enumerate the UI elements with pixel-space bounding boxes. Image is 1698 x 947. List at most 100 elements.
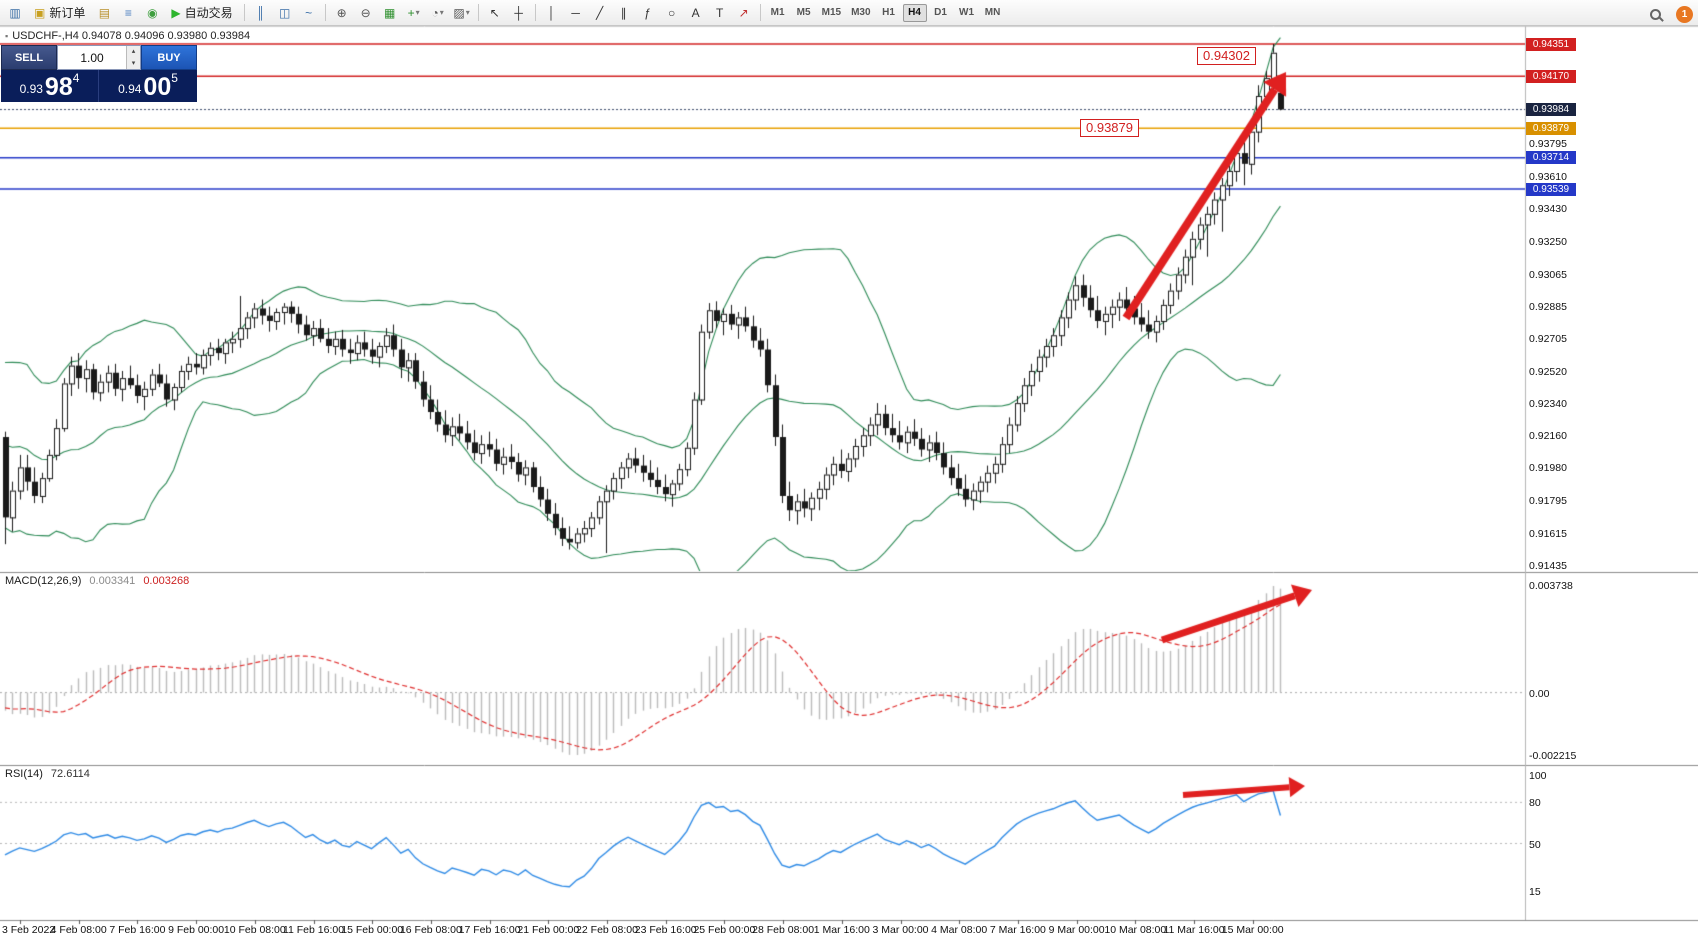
dropdown-caret-icon[interactable]: ▾ [439,8,444,17]
volume-up-icon[interactable]: ▴ [131,48,136,55]
line-chart-icon: ~ [305,5,313,20]
sell-price-big: 98 [44,73,73,101]
candlestick-chart-icon[interactable]: ◫ [274,3,296,23]
profiles-icon[interactable]: ▤ [93,3,115,23]
zoom-in-icon[interactable]: ⊕ [331,3,353,23]
sell-price[interactable]: 0.93 98 4 [1,70,99,102]
bar-chart-icon[interactable]: ║ [250,3,272,23]
timeframe-D1[interactable]: D1 [934,7,947,18]
rsi-axis-label: 15 [1529,886,1541,899]
time-axis-label: 10 Feb 08:00 [223,924,286,936]
dropdown-caret-icon[interactable]: ▾ [465,8,470,17]
buy-price-prefix: 0.94 [118,82,142,96]
cursor-icon: ↖ [489,5,500,20]
macd-axis-min: -0.002215 [1529,750,1577,762]
price-axis-label: 0.92160 [1529,430,1567,443]
price-line-label[interactable]: 0.93879 [1526,121,1576,135]
text-label-icon: T [715,5,724,20]
text-icon[interactable]: A [685,3,707,23]
rsi-axis-label: 80 [1529,797,1541,810]
price-line-label[interactable]: 0.93714 [1526,151,1576,165]
shapes-icon[interactable]: ○ [661,3,683,23]
vertical-line-icon[interactable]: │ [541,3,563,23]
price-line-label[interactable]: 0.93539 [1526,182,1576,196]
chart-title-text: USDCHF-,H4 0.94078 0.94096 0.93980 0.939… [12,30,251,42]
price-axis-label: 0.92340 [1529,398,1567,411]
navigator-icon[interactable]: ◉ [141,3,163,23]
toolbar-separator [243,4,245,21]
zoom-out-icon[interactable]: ⊖ [355,3,377,23]
time-axis-label: 15 Feb 00:00 [341,924,404,936]
auto-trading-icon: ▶ [171,5,181,20]
toolbar-separator [534,4,536,21]
price-axis-label: 0.93065 [1529,268,1567,281]
text-label-icon[interactable]: T [709,3,731,23]
time-axis-label: 1 Mar 16:00 [813,924,870,936]
sell-button[interactable]: SELL [1,45,57,70]
tile-windows-icon[interactable]: ▦ [379,3,401,23]
account-badge[interactable]: 1 [1676,5,1693,23]
toolbar-right-cluster: 1 [1644,4,1693,24]
fibonacci-icon[interactable]: ƒ [637,3,659,23]
indicators-icon[interactable]: + ▾ [403,3,425,23]
time-axis-label: 16 Feb 08:00 [399,924,462,936]
macd-title-text: MACD(12,26,9) [5,575,82,587]
toolbar-separator [324,4,326,21]
periods-icon[interactable]: ◔ ▾ [427,3,449,23]
terminal-icon[interactable]: ▥ [4,3,26,23]
auto-trading-button[interactable]: ▶ 自动交易 [165,3,238,23]
templates-icon[interactable]: ▨ ▾ [451,3,473,23]
timeframe-M5[interactable]: M5 [796,7,811,18]
price-line-label[interactable]: 0.94351 [1526,37,1576,51]
channel-icon[interactable]: ∥ [613,3,635,23]
volume-down-icon[interactable]: ▾ [131,59,136,67]
timeframe-M1[interactable]: M1 [770,7,785,18]
text-icon: A [691,5,700,20]
arrow-object-icon[interactable]: ↗ [733,3,755,23]
time-axis-label: 11 Mar 16:00 [1163,924,1225,936]
crosshair-icon[interactable]: ┼ [508,3,530,23]
price-line-label[interactable]: 0.93984 [1526,103,1576,117]
timeframe-H1[interactable]: H1 [882,7,895,18]
new-order-icon: ▣ [34,5,46,20]
volume-stepper: ▴ ▾ [126,46,140,69]
buy-button[interactable]: BUY [141,45,197,70]
search-button[interactable] [1644,4,1666,24]
toolbar-separator [477,4,479,21]
peak-price-annotation[interactable]: 0.94302 [1197,47,1256,65]
market-watch-icon[interactable]: ≡ [117,3,139,23]
time-axis-label: 9 Mar 00:00 [1048,924,1105,936]
market-watch-icon: ≡ [124,5,132,20]
line-chart-icon[interactable]: ~ [298,3,320,23]
buy-price[interactable]: 0.94 00 5 [99,70,197,102]
bar-chart-icon: ║ [256,5,265,20]
one-click-trading-widget: SELL ▴ ▾ BUY 0.93 98 4 0.94 00 5 [1,45,197,102]
timeframe-W1[interactable]: W1 [959,7,975,18]
timeframe-H4[interactable]: H4 [902,3,927,22]
rsi-indicator-label: RSI(14) 72.6114 [5,768,90,780]
cursor-icon[interactable]: ↖ [484,3,506,23]
timeframe-M15[interactable]: M15 [821,7,842,18]
new-order-button[interactable]: ▣ 新订单 [28,3,91,23]
dropdown-caret-icon[interactable]: ▾ [415,8,420,17]
terminal-icon: ▥ [9,5,21,20]
timeframe-M30[interactable]: M30 [851,7,871,18]
macd-axis-zero: 0.00 [1529,687,1550,700]
macd-main-value: 0.003341 [89,575,136,587]
trendline-icon[interactable]: ╱ [589,3,611,23]
zoom-out-icon: ⊖ [360,5,371,20]
vertical-line-icon: │ [547,5,556,20]
rsi-axis-label: 100 [1529,770,1547,782]
price-line-label[interactable]: 0.94170 [1526,69,1576,83]
horizontal-line-icon[interactable]: ─ [565,3,587,23]
volume-field: ▴ ▾ [57,45,141,70]
fibonacci-icon: ƒ [644,5,651,20]
time-axis-label: 21 Feb 00:00 [517,924,580,936]
volume-input[interactable] [58,46,126,69]
time-axis-label: 17 Feb 16:00 [458,924,521,936]
support-price-annotation[interactable]: 0.93879 [1080,119,1139,137]
macd-signal-value: 0.003268 [143,575,190,587]
timeframe-MN[interactable]: MN [984,7,1001,18]
time-axis-label: 3 Mar 00:00 [872,924,929,936]
